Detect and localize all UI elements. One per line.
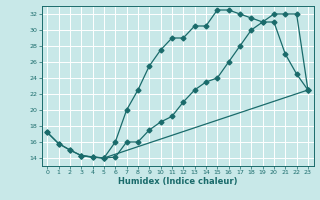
X-axis label: Humidex (Indice chaleur): Humidex (Indice chaleur) — [118, 177, 237, 186]
